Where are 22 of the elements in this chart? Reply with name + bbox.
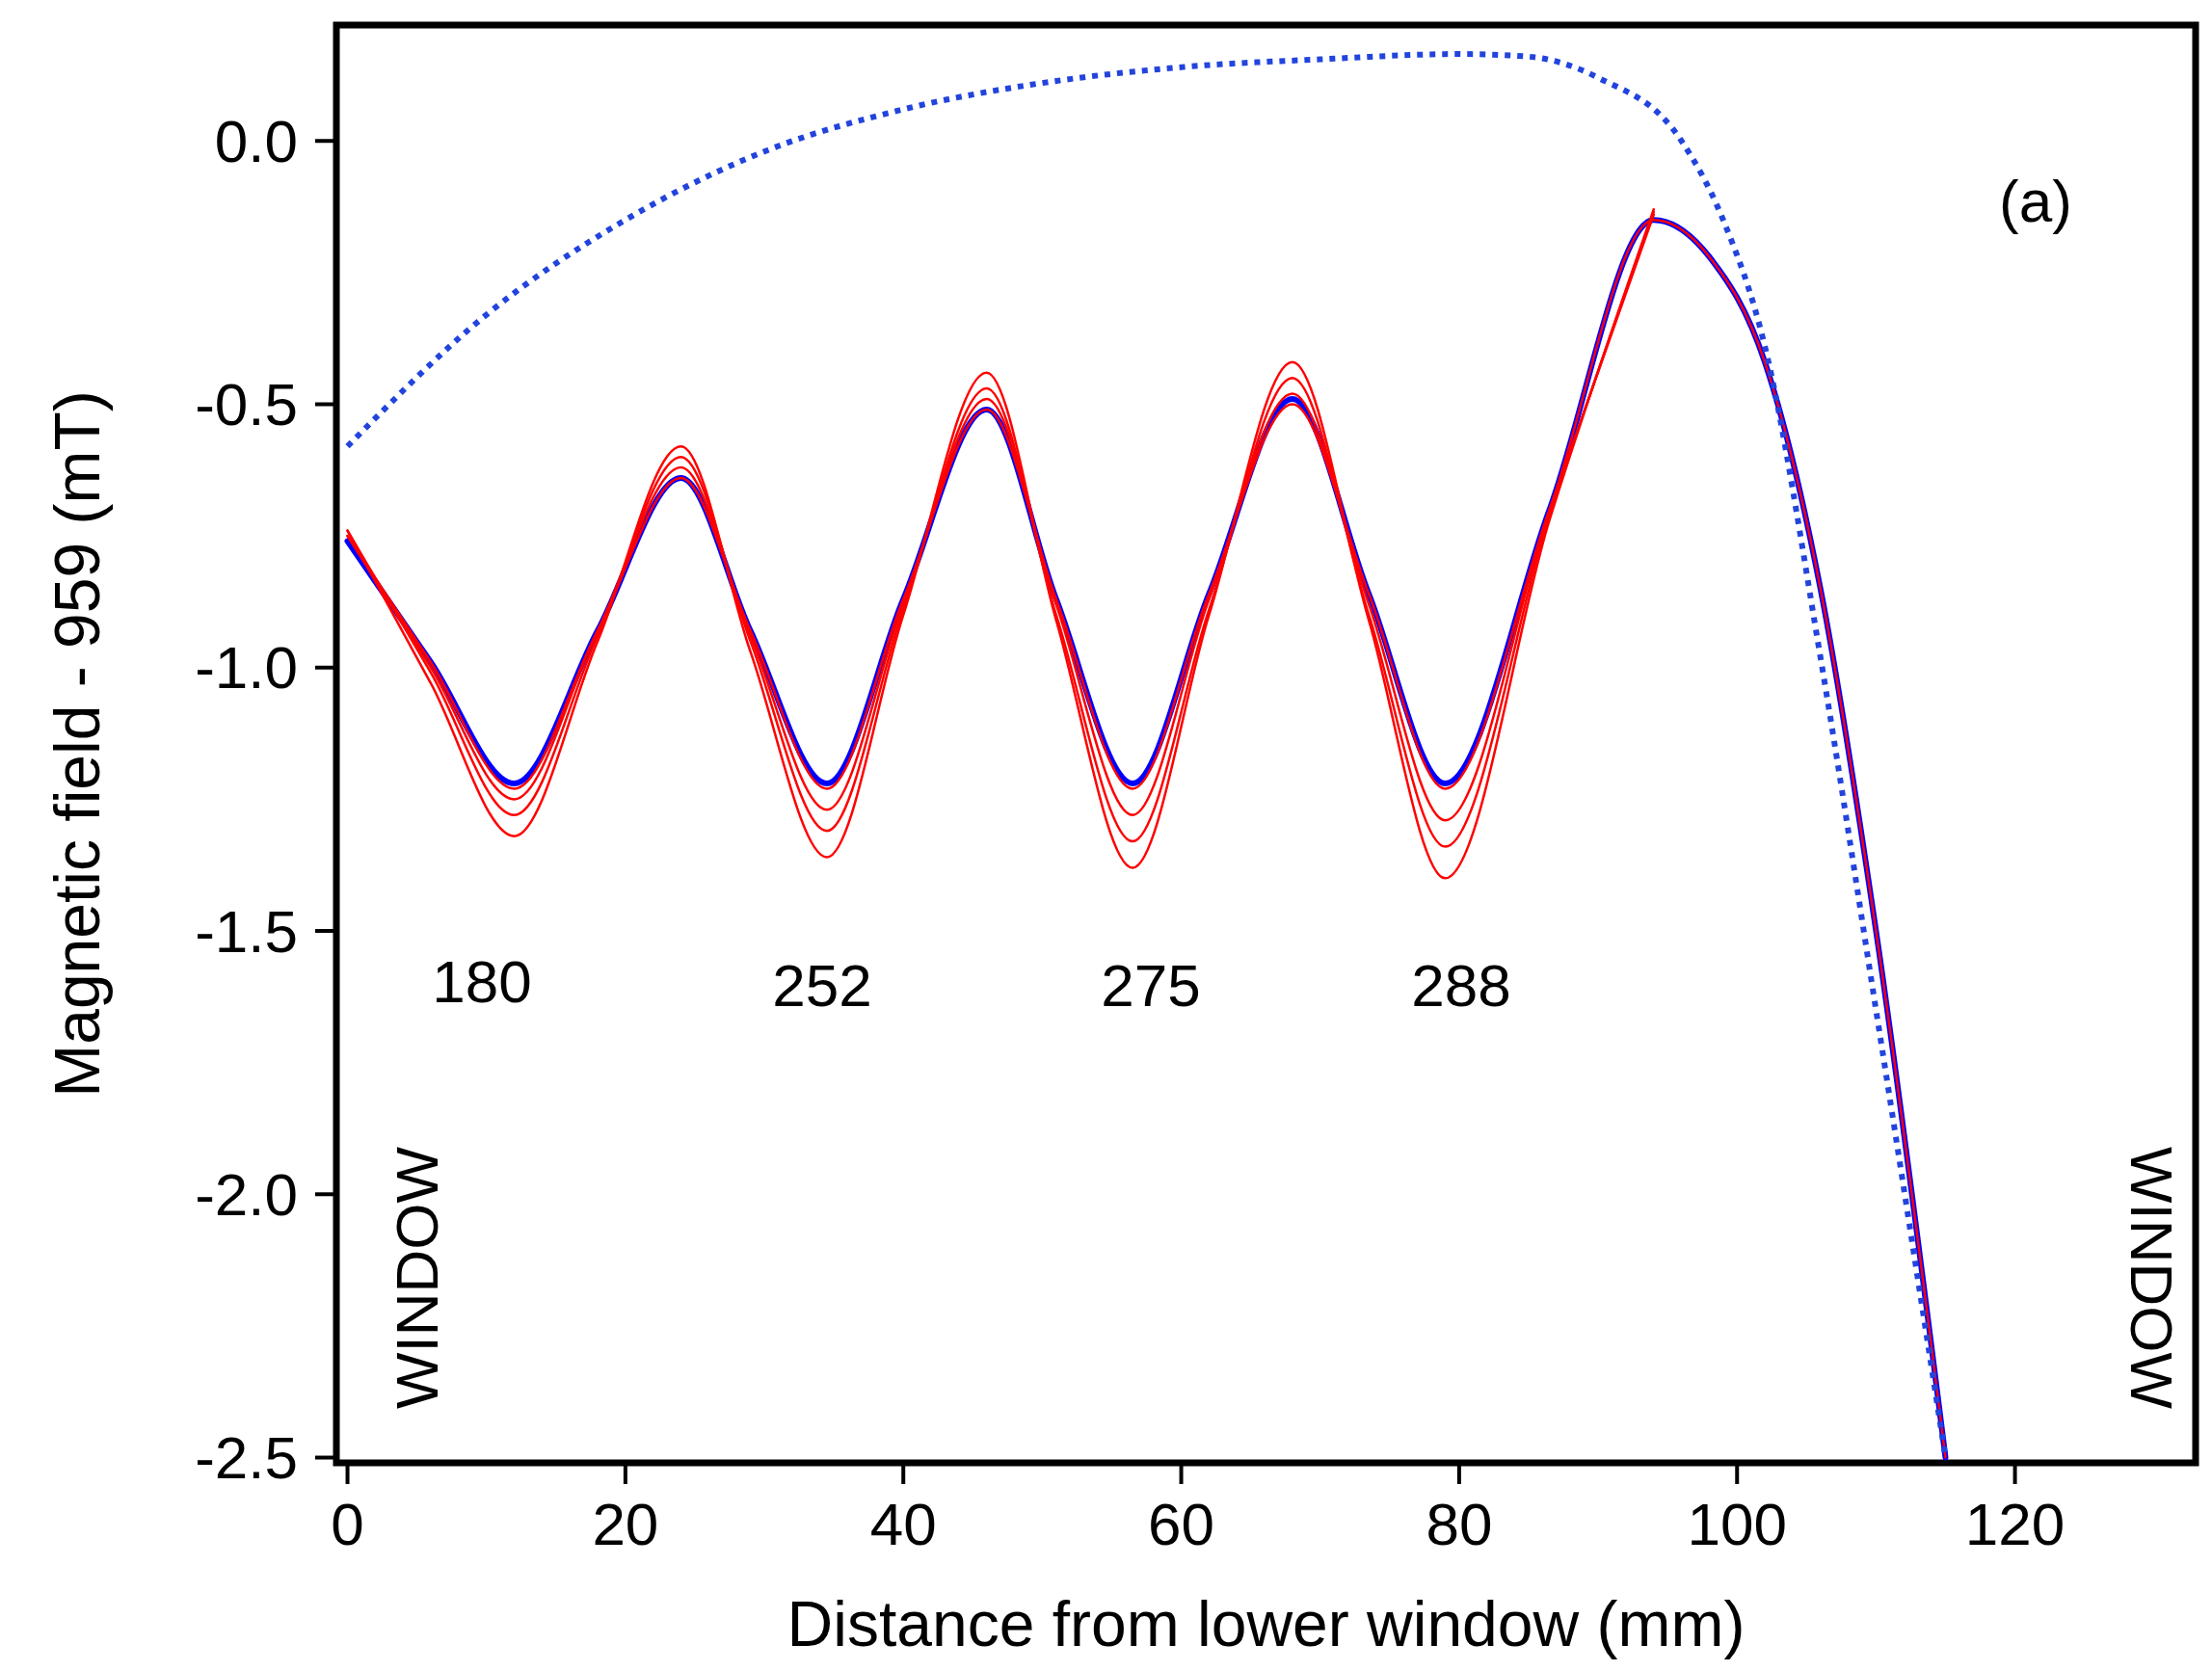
y-tick-label: -2.5 (195, 1424, 298, 1492)
annotation: (a) (1999, 167, 2072, 234)
y-tick-label: -1.0 (195, 634, 298, 702)
x-tick-label: 40 (869, 1491, 937, 1557)
annotation: WINDOW (383, 1146, 450, 1410)
annotation: 252 (772, 951, 872, 1019)
y-axis-title: Magnetic field - 959 (mT) (41, 390, 113, 1098)
x-tick-label: 20 (592, 1491, 659, 1557)
annotation: 288 (1411, 951, 1511, 1019)
x-tick-label: 80 (1426, 1491, 1493, 1557)
annotation: WINDOW (2119, 1146, 2186, 1410)
x-axis-title: Distance from lower window (mm) (786, 1588, 1746, 1659)
y-tick-label: -1.5 (195, 897, 298, 965)
x-tick-label: 120 (1964, 1491, 2065, 1557)
annotation: 180 (432, 947, 532, 1015)
y-tick-label: 0.0 (214, 107, 298, 174)
x-tick-label: 60 (1148, 1491, 1215, 1557)
x-tick-label: 100 (1687, 1491, 1787, 1557)
annotation: 275 (1101, 951, 1201, 1019)
y-tick-label: -0.5 (195, 371, 298, 438)
y-tick-label: -2.0 (195, 1160, 298, 1228)
x-tick-label: 0 (331, 1491, 364, 1557)
